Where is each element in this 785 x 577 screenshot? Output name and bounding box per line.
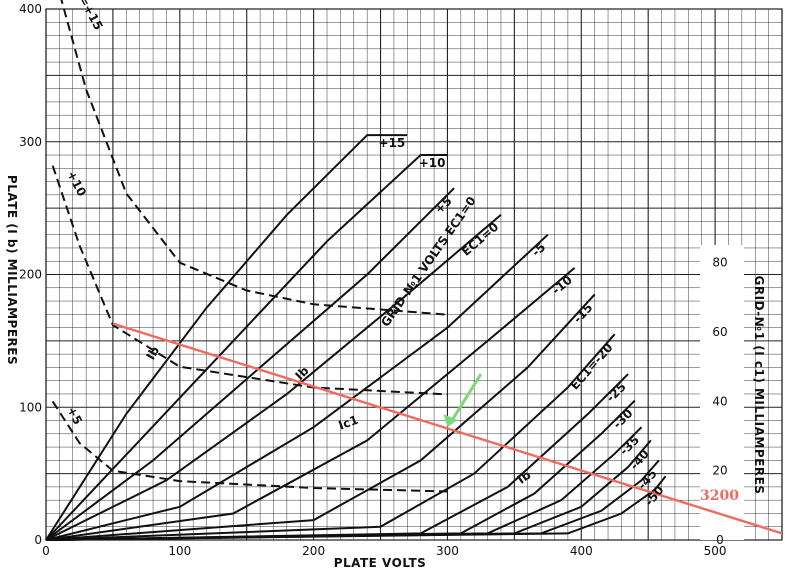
load-line — [112, 322, 783, 535]
plate-curve — [45, 333, 616, 541]
y-axis-title: PLATE (I b) MILLIAMPERES — [5, 175, 19, 365]
x-tick-label: 100 — [168, 544, 191, 558]
curve-label: +15 — [379, 136, 406, 150]
grid-current-curve — [51, 400, 448, 493]
x-tick-label: 500 — [704, 544, 727, 558]
grid-current-curve — [60, 0, 448, 316]
y2-axis-title: GRID-№1 (I c1) MILLIAMPERES — [752, 276, 766, 495]
load-line-label: 3200 — [700, 488, 739, 504]
plate-curve — [45, 214, 502, 541]
plate-curve — [45, 233, 549, 541]
plate-curve — [45, 134, 408, 541]
y-tick-label: 100 — [19, 400, 42, 414]
arrow-shaft — [450, 373, 483, 422]
y2-tick-label: 80 — [712, 256, 727, 270]
chart-grid — [45, 8, 783, 541]
curve-label: +10 — [419, 156, 446, 170]
y2-tick-label: 60 — [712, 325, 727, 339]
x-tick-label: 200 — [302, 544, 325, 558]
y-tick-label: 300 — [19, 135, 42, 149]
x-axis-title: PLATE VOLTS — [334, 556, 427, 570]
curve-annotation: Ic1 — [337, 413, 361, 433]
x-tick-label: 300 — [436, 544, 459, 558]
x-tick-label: 400 — [570, 544, 593, 558]
y-tick-label: 0 — [34, 533, 42, 547]
y-tick-label: 200 — [19, 268, 42, 282]
y2-tick-label: 20 — [712, 464, 727, 478]
y2-tick-label: 40 — [712, 394, 727, 408]
y2-tick-label: 0 — [716, 533, 724, 547]
plate-curve — [45, 267, 576, 541]
grid-current-curves — [51, 0, 448, 493]
plate-curve — [45, 475, 667, 541]
y-tick-label: 400 — [19, 2, 42, 16]
plate-current-curves — [45, 134, 667, 541]
grid-current-curve — [51, 165, 448, 396]
plate-curve — [45, 154, 448, 541]
x-tick-label: 0 — [42, 544, 50, 558]
arrow-head — [443, 414, 458, 428]
plate-curve — [45, 187, 455, 541]
y2-tick-panel — [700, 245, 744, 540]
plate-curve — [45, 293, 596, 541]
load-line-group: 3200 — [112, 322, 783, 535]
